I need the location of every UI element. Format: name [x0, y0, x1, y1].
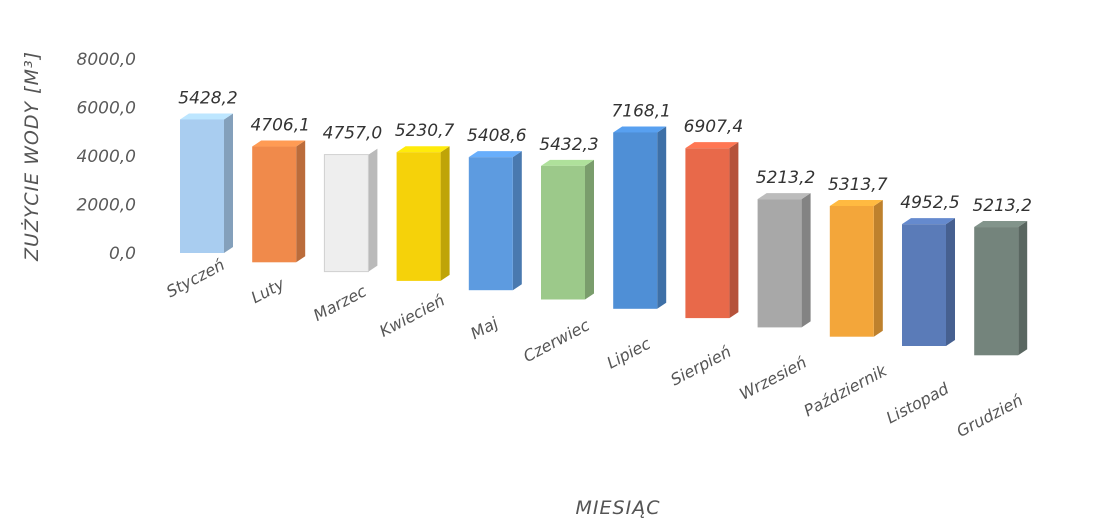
data-label: 5213,2 — [756, 168, 815, 188]
bar-side — [946, 218, 955, 346]
bar — [757, 193, 811, 328]
bar-front — [396, 152, 441, 281]
x-tick-label: Listopad — [883, 378, 953, 427]
category-labels: Styczeń Luty Marzec Kwiecień Maj Czerwiec Lipi… — [163, 255, 1026, 441]
bar-top — [902, 218, 955, 225]
y-tick-label: 0,0 — [109, 244, 136, 264]
bar-top — [829, 199, 883, 206]
data-label: 7168,1 — [611, 101, 670, 121]
bar-front — [323, 154, 369, 273]
bar-front — [829, 205, 874, 337]
bar — [829, 199, 883, 337]
bar-side — [440, 146, 450, 281]
y-tick-label: 2000,0 — [77, 196, 136, 216]
bar-side — [801, 193, 811, 328]
data-label: 5213,2 — [972, 196, 1031, 216]
bar-side — [1018, 221, 1028, 356]
bar-side — [873, 199, 883, 337]
x-tick-label: Lipiec — [604, 334, 654, 373]
x-tick-label: Grudzień — [953, 390, 1026, 441]
data-label: 4706,1 — [250, 116, 309, 136]
x-tick-label: Luty — [248, 274, 288, 307]
bar-top — [252, 140, 306, 147]
bar-top — [757, 193, 811, 200]
data-label: 5432,3 — [539, 135, 598, 155]
bar — [396, 146, 450, 281]
bar — [613, 126, 667, 309]
bar-front — [252, 146, 297, 263]
bar — [252, 140, 306, 263]
x-tick-label: Wrzesień — [736, 353, 809, 404]
x-tick-label: Październik — [801, 361, 891, 421]
x-tick-label: Marzec — [310, 281, 370, 325]
bar-side — [512, 151, 522, 291]
y-tick-label: 4000,0 — [77, 147, 136, 167]
bar — [685, 142, 739, 319]
data-label: 5428,2 — [178, 88, 237, 108]
bar-side — [585, 159, 594, 300]
bar-side — [224, 113, 233, 253]
bar-top — [685, 142, 739, 149]
x-tick-label: Maj — [467, 313, 501, 343]
bar-front — [902, 224, 946, 346]
bar-front — [613, 132, 658, 309]
bar-side — [296, 140, 306, 263]
bar — [323, 148, 378, 273]
x-axis-title: MIESIĄC — [576, 497, 661, 519]
bar-front — [541, 165, 585, 300]
bar-side — [657, 126, 667, 309]
bar-front — [685, 148, 730, 319]
bar-front — [180, 119, 224, 253]
data-label: 5230,7 — [395, 121, 455, 141]
bar-top — [324, 148, 378, 155]
bar — [468, 151, 522, 291]
y-tick-label: 6000,0 — [77, 99, 136, 119]
bar-front — [468, 157, 513, 291]
data-label: 4952,5 — [900, 193, 959, 213]
bar-side — [729, 142, 739, 319]
bar-top — [613, 126, 667, 133]
bar-top — [541, 159, 594, 166]
bar — [180, 113, 233, 253]
bar-side — [368, 148, 378, 272]
x-tick-label: Styczeń — [163, 255, 228, 301]
bar-top — [974, 221, 1028, 228]
data-label: 5313,7 — [828, 175, 888, 195]
bar — [974, 221, 1028, 356]
y-axis-title: ZUŻYCIE WODY [M³] — [20, 51, 43, 262]
x-tick-label: Czerwiec — [520, 315, 593, 366]
bar-front — [757, 199, 802, 328]
bar — [902, 218, 955, 346]
x-tick-label: Sierpień — [667, 342, 734, 390]
bar-top — [468, 151, 522, 158]
bars — [180, 113, 1028, 356]
y-tick-label: 8000,0 — [77, 50, 136, 70]
bar-top — [180, 113, 233, 120]
value-labels: 5428,2 4706,1 4757,0 5230,7 5408,6 5432,3 7168… — [178, 88, 1032, 216]
y-axis-ticks: 0,0 2000,0 4000,0 6000,0 8000,0 — [77, 50, 136, 264]
data-label: 6907,4 — [684, 117, 743, 137]
bar-top — [396, 146, 450, 153]
x-tick-label: Kwiecień — [376, 291, 448, 341]
data-label: 4757,0 — [323, 124, 382, 144]
bar — [541, 159, 594, 300]
data-label: 5408,6 — [467, 126, 527, 146]
bar-front — [974, 227, 1019, 356]
